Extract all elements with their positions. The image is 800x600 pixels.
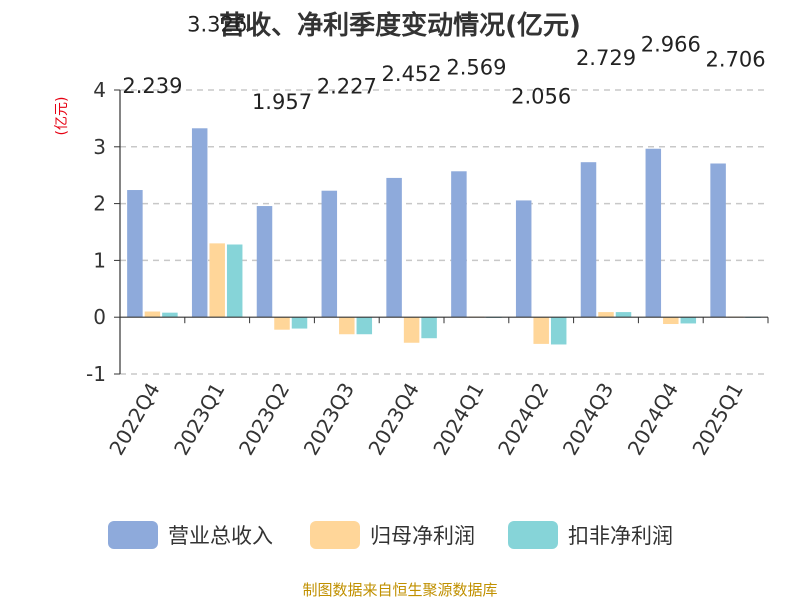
bar bbox=[663, 317, 679, 325]
bar bbox=[162, 312, 178, 318]
legend-swatch bbox=[310, 521, 360, 549]
legend-swatch bbox=[108, 521, 158, 549]
data-label: 2.239 bbox=[122, 74, 182, 98]
y-tick-label: 4 bbox=[93, 78, 106, 102]
bar bbox=[321, 190, 338, 318]
bar bbox=[515, 200, 532, 318]
bar bbox=[421, 317, 437, 339]
x-tick-label: 2025Q1 bbox=[687, 379, 747, 460]
data-label: 2.227 bbox=[317, 75, 377, 99]
bar bbox=[209, 243, 225, 318]
bar bbox=[550, 317, 567, 345]
data-label: 2.452 bbox=[382, 62, 442, 86]
bar bbox=[386, 177, 402, 318]
axes bbox=[119, 90, 769, 374]
x-tick-label: 2024Q3 bbox=[558, 379, 618, 460]
data-label: 2.056 bbox=[511, 84, 571, 108]
bar bbox=[403, 317, 420, 343]
y-tick-label: 3 bbox=[93, 135, 106, 159]
x-tick-label: 2023Q2 bbox=[234, 379, 294, 460]
bar bbox=[226, 244, 243, 318]
legend-swatch bbox=[508, 521, 558, 549]
bar bbox=[127, 190, 143, 318]
y-axis-ticks: 4 3 2 1 0 -1 bbox=[86, 78, 120, 386]
y-tick-label: 0 bbox=[93, 305, 106, 329]
x-tick-label: 2024Q2 bbox=[493, 379, 553, 460]
bar bbox=[451, 171, 467, 318]
bars bbox=[127, 128, 761, 345]
y-tick-label: 2 bbox=[93, 192, 106, 216]
bar bbox=[710, 163, 726, 318]
y-tick-label: 1 bbox=[93, 248, 106, 272]
data-label: 2.966 bbox=[641, 33, 701, 57]
legend-label: 归母净利润 bbox=[370, 524, 475, 548]
data-label: 2.569 bbox=[446, 55, 506, 79]
legend-label: 营业总收入 bbox=[168, 524, 273, 548]
bar bbox=[615, 312, 632, 318]
x-tick-label: 2023Q1 bbox=[169, 379, 229, 460]
bar bbox=[645, 148, 662, 318]
chart-title: 营收、净利季度变动情况(亿元) bbox=[219, 10, 581, 41]
data-label: 3.326 bbox=[187, 12, 247, 36]
bar bbox=[598, 312, 614, 318]
bar bbox=[580, 162, 597, 318]
x-tick-label: 2024Q4 bbox=[623, 379, 683, 460]
data-label: 2.706 bbox=[706, 47, 766, 71]
bar bbox=[144, 311, 161, 318]
bar bbox=[356, 317, 373, 335]
y-tick-label: -1 bbox=[86, 362, 106, 386]
legend: 营业总收入 归母净利润 扣非净利润 bbox=[108, 521, 673, 549]
x-axis-ticks: 2022Q4 2023Q1 2023Q2 2023Q3 2023Q4 2024Q1 2024… bbox=[104, 379, 748, 460]
data-label: 1.957 bbox=[252, 90, 312, 114]
bar bbox=[256, 206, 273, 318]
data-label: 2.729 bbox=[576, 46, 636, 70]
bar bbox=[274, 317, 290, 330]
bar bbox=[191, 128, 208, 318]
bar bbox=[339, 317, 355, 335]
x-tick-label: 2023Q3 bbox=[299, 379, 359, 460]
bar bbox=[680, 317, 697, 324]
source-note: 制图数据来自恒生聚源数据库 bbox=[302, 581, 497, 599]
x-tick-label: 2022Q4 bbox=[104, 379, 164, 460]
legend-label: 扣非净利润 bbox=[568, 524, 673, 548]
bar bbox=[533, 317, 549, 344]
grid-lines bbox=[120, 89, 768, 375]
x-tick-label: 2024Q1 bbox=[428, 379, 488, 460]
y-axis-unit: (亿元) bbox=[54, 97, 70, 136]
x-tick-label: 2023Q4 bbox=[363, 379, 423, 460]
bar bbox=[291, 317, 308, 329]
